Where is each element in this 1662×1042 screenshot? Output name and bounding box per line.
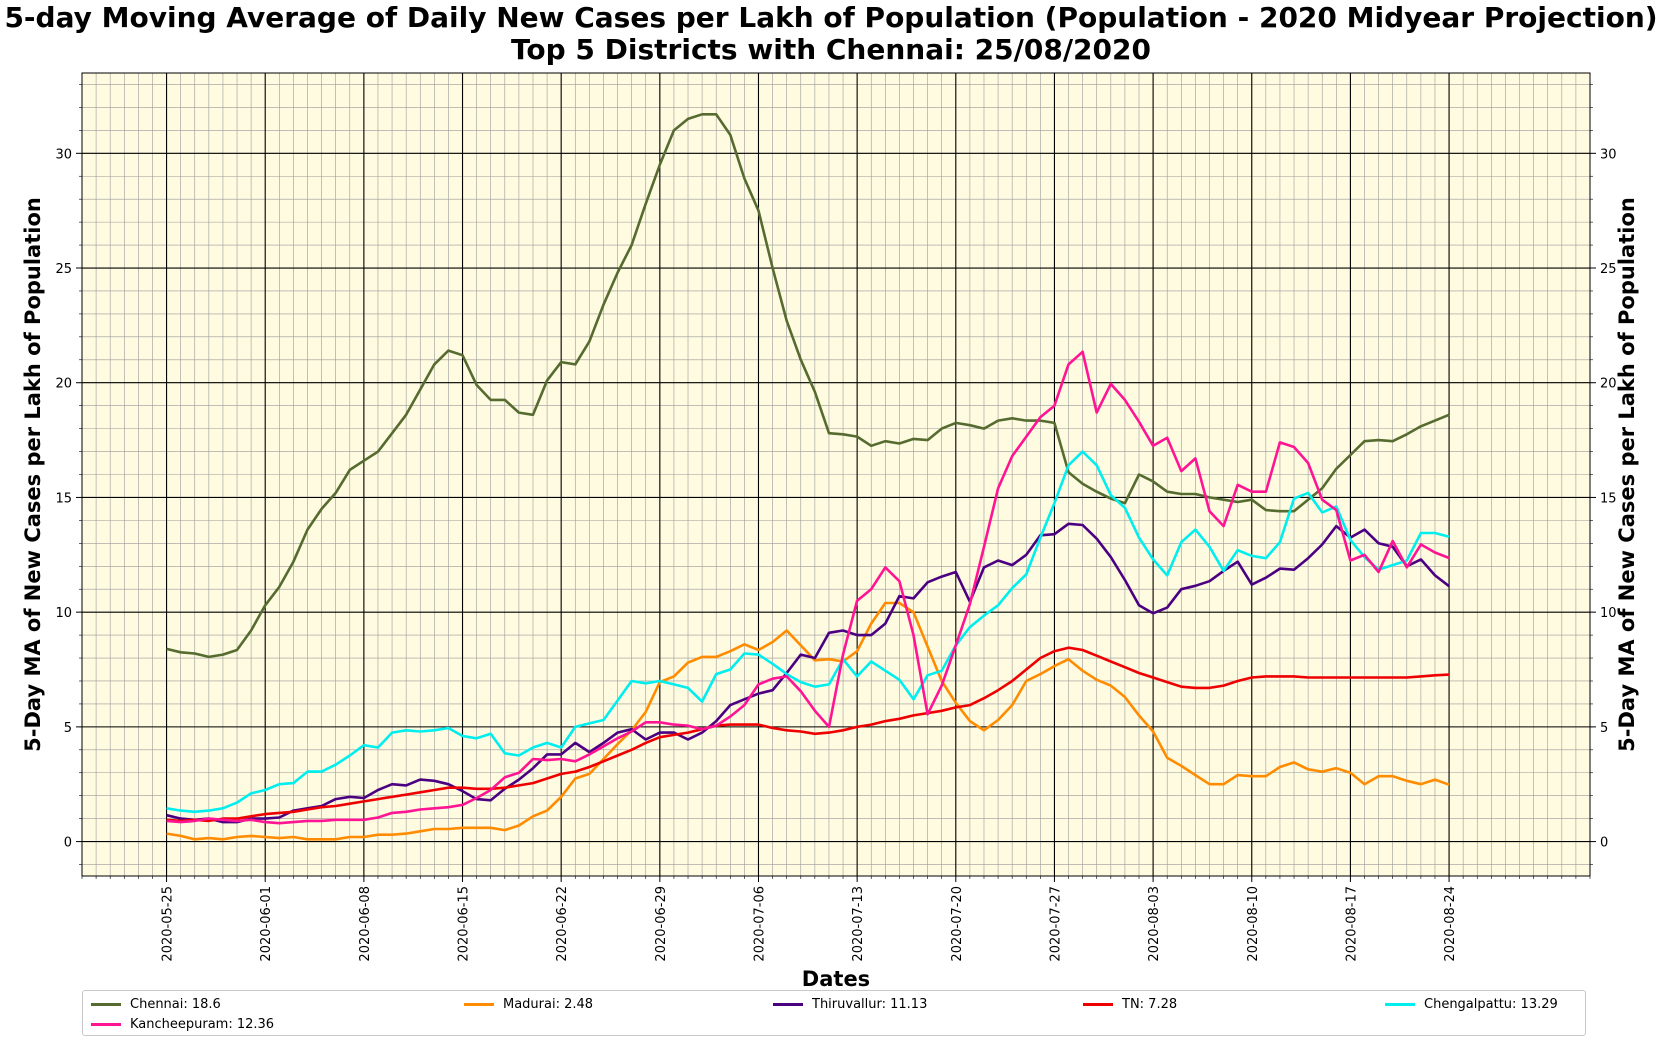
legend-label: TN: 7.28 (1122, 996, 1178, 1012)
x-tick-label: 2020-06-08 (358, 886, 373, 962)
y-axis-label-left: 5-Day MA of New Cases per Lakh of Popula… (21, 197, 45, 752)
legend: Chennai: 18.6 Madurai: 2.48 Thiruvallur: 1… (82, 990, 1586, 1036)
y-axis-label-right: 5-Day MA of New Cases per Lakh of Popula… (1615, 197, 1639, 752)
x-axis-label: Dates (802, 967, 870, 990)
y-tick-label-left: 25 (55, 262, 72, 277)
x-tick-label: 2020-06-01 (259, 886, 274, 962)
series-line-0 (166, 113, 1450, 659)
y-tick-label-right: 30 (1600, 147, 1617, 162)
legend-label: Chengalpattu: 13.29 (1424, 996, 1558, 1012)
x-tick-label: 2020-07-27 (1048, 886, 1063, 962)
x-tick-label: 2020-07-13 (851, 886, 866, 962)
legend-label: Madurai: 2.48 (503, 996, 594, 1012)
legend-label: Kancheepuram: 12.36 (130, 1016, 275, 1032)
legend-item: Thiruvallur: 11.13 (773, 995, 927, 1013)
y-tick-label-right: 10 (1600, 606, 1617, 621)
y-tick-label-right: 20 (1600, 377, 1617, 392)
y-tick-label-left: 15 (55, 491, 72, 506)
series-line-3 (166, 646, 1450, 823)
line-chart: 2020-05-25 2020-06-01 2020-06-08 2020-06-15… (21, 72, 1639, 990)
x-tick-label: 2020-06-29 (654, 886, 669, 962)
legend-swatch (91, 1022, 121, 1026)
y-tick-label-left: 5 (64, 721, 72, 736)
series-line-4 (166, 450, 1450, 814)
x-tick-label: 2020-08-24 (1443, 886, 1458, 962)
series-line-2 (166, 522, 1450, 824)
legend-swatch (1083, 1002, 1113, 1006)
series-line-1 (166, 601, 1450, 841)
y-tick-label-right: 15 (1600, 491, 1617, 506)
y-tick-label-left: 0 (64, 836, 72, 851)
legend-item: Chennai: 18.6 (91, 995, 221, 1013)
y-tick-label-right: 5 (1600, 721, 1608, 736)
x-tick-label: 2020-08-17 (1344, 886, 1359, 962)
legend-label: Thiruvallur: 11.13 (812, 996, 928, 1012)
x-tick-label: 2020-06-15 (457, 886, 472, 962)
legend-swatch (91, 1002, 121, 1006)
legend-swatch (1385, 1002, 1415, 1006)
chart-title-line1: 5-day Moving Average of Daily New Cases … (4, 1, 1658, 34)
x-tick-label: 2020-08-10 (1246, 886, 1261, 962)
legend-item: Chengalpattu: 13.29 (1385, 995, 1558, 1013)
y-tick-label-left: 30 (55, 147, 72, 162)
chart-title: 5-day Moving Average of Daily New Cases … (0, 2, 1662, 66)
x-tick-label: 2020-05-25 (161, 886, 176, 962)
y-tick-label-left: 20 (55, 377, 72, 392)
legend-swatch (464, 1002, 494, 1006)
y-tick-label-right: 25 (1600, 262, 1617, 277)
legend-swatch (773, 1002, 803, 1006)
x-tick-label: 2020-07-06 (752, 886, 767, 962)
series-line-5 (166, 350, 1450, 825)
legend-item: Madurai: 2.48 (464, 995, 593, 1013)
legend-item: TN: 7.28 (1083, 995, 1177, 1013)
y-tick-label-right: 0 (1600, 836, 1608, 851)
chart-subtitle: Top 5 Districts with Chennai: 25/08/2020 (511, 33, 1151, 66)
legend-item: Kancheepuram: 12.36 (91, 1015, 274, 1033)
series-lines (166, 113, 1450, 841)
x-tick-label: 2020-08-03 (1147, 886, 1162, 962)
x-tick-label: 2020-07-20 (950, 886, 965, 962)
legend-label: Chennai: 18.6 (130, 996, 221, 1012)
y-tick-label-left: 10 (55, 606, 72, 621)
x-tick-label: 2020-06-22 (555, 886, 570, 962)
axis-ticks: 2020-05-25 2020-06-01 2020-06-08 2020-06-15… (55, 84, 1617, 962)
